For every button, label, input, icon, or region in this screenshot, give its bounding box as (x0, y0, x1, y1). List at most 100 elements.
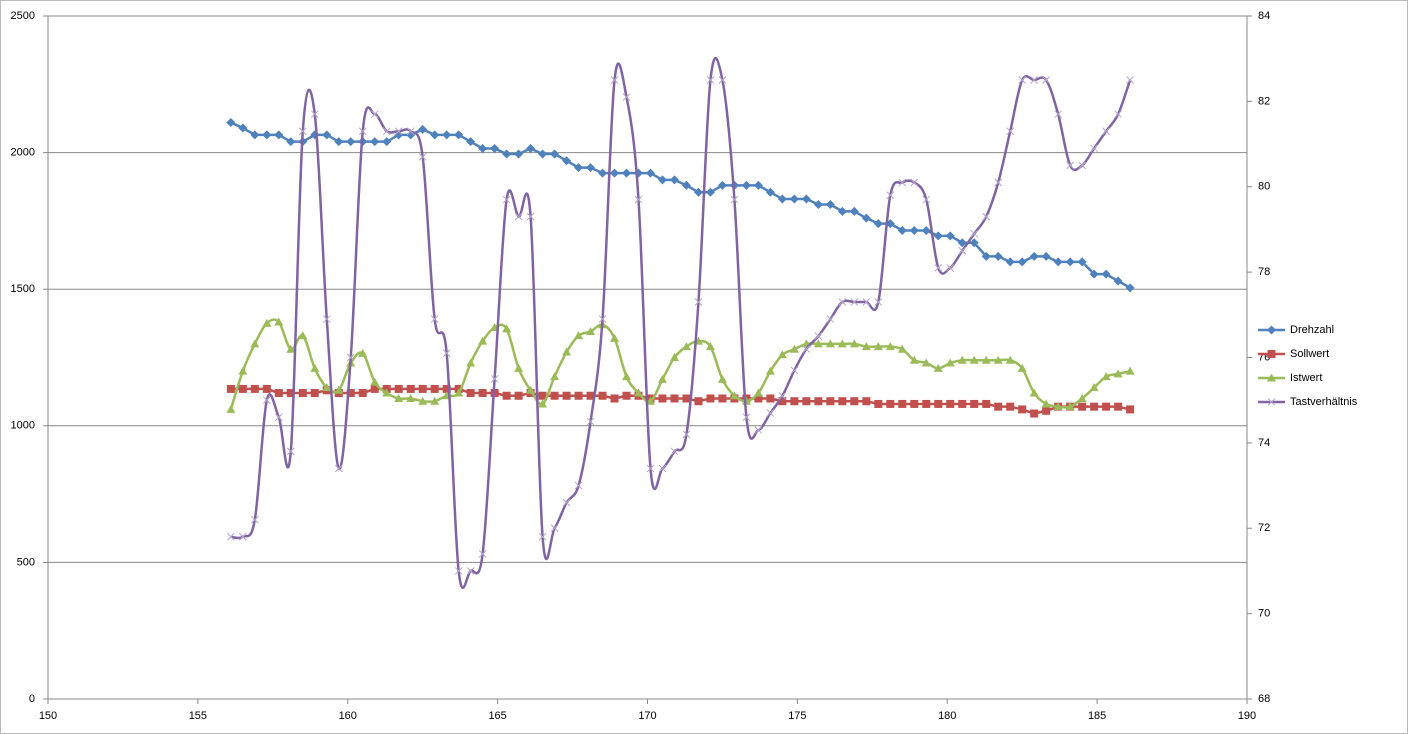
marker (1125, 366, 1135, 375)
marker (574, 331, 584, 340)
marker (897, 225, 907, 235)
marker (1029, 251, 1039, 261)
marker (466, 137, 476, 147)
marker (789, 194, 799, 204)
marker (370, 137, 380, 147)
marker (1030, 76, 1039, 84)
marker (1113, 276, 1123, 286)
marker (250, 130, 260, 140)
marker (934, 264, 943, 272)
marker (693, 187, 703, 197)
marker (765, 366, 775, 375)
marker (358, 389, 367, 398)
marker (921, 225, 931, 235)
marker (394, 127, 403, 136)
marker (897, 344, 907, 353)
marker (298, 331, 308, 340)
marker (1078, 161, 1086, 170)
marker (1078, 402, 1087, 411)
marker (898, 399, 907, 408)
marker (382, 137, 392, 147)
marker (514, 149, 524, 159)
marker (861, 342, 871, 351)
marker (598, 391, 607, 400)
marker (1267, 350, 1276, 358)
y-tick-label: 2000 (11, 147, 35, 159)
marker (777, 350, 787, 359)
marker (922, 399, 931, 408)
marker (694, 298, 703, 306)
marker (466, 567, 475, 575)
marker (1018, 405, 1027, 414)
x-tick-label: 190 (1238, 710, 1256, 722)
marker (610, 394, 619, 403)
series-line (229, 318, 1131, 410)
marker (238, 366, 248, 375)
marker (933, 363, 943, 372)
marker (562, 156, 572, 166)
marker (298, 389, 307, 398)
marker (538, 399, 548, 408)
marker (1114, 402, 1123, 411)
marker (274, 389, 283, 398)
marker (850, 298, 859, 306)
marker (238, 123, 248, 133)
marker (370, 377, 380, 386)
marker (538, 149, 548, 159)
marker (777, 194, 787, 204)
marker (801, 194, 811, 204)
marker (1114, 110, 1122, 119)
marker (874, 298, 883, 306)
y-tick-label: 1000 (11, 420, 35, 432)
marker (957, 238, 967, 248)
marker (826, 397, 835, 406)
marker (1113, 369, 1123, 378)
marker (430, 384, 439, 393)
marker (586, 391, 595, 400)
y-tick-label: 0 (29, 693, 35, 705)
marker (634, 388, 644, 397)
marker (1017, 257, 1027, 267)
marker (478, 550, 487, 558)
marker (850, 397, 859, 406)
marker (478, 389, 487, 398)
marker (346, 137, 356, 147)
marker (802, 397, 811, 406)
marker (262, 318, 272, 327)
marker (718, 394, 727, 403)
marker (418, 153, 427, 161)
marker (946, 264, 955, 272)
marker (226, 384, 235, 393)
marker (418, 124, 428, 134)
y-tick-label: 1500 (11, 283, 35, 295)
marker (862, 397, 871, 406)
marker (274, 413, 283, 422)
y2-tick-label: 78 (1258, 266, 1270, 278)
series-line (230, 121, 1131, 289)
marker (766, 409, 775, 417)
marker (754, 394, 763, 403)
x-tick-label: 155 (189, 710, 207, 722)
marker (550, 391, 559, 400)
marker (478, 144, 488, 154)
marker (669, 353, 679, 361)
x-tick-label: 170 (638, 710, 656, 722)
x-tick-label: 150 (39, 710, 57, 722)
marker (910, 399, 919, 408)
marker (766, 394, 775, 403)
marker (550, 149, 560, 159)
marker (1077, 393, 1087, 402)
marker (849, 206, 859, 216)
marker (334, 385, 344, 394)
marker (586, 163, 596, 173)
marker (754, 426, 763, 434)
marker (993, 355, 1003, 364)
x-tick-label: 180 (938, 710, 956, 722)
marker (454, 567, 463, 575)
marker (550, 524, 559, 533)
marker (586, 417, 595, 426)
marker (945, 231, 955, 241)
marker (958, 399, 967, 408)
